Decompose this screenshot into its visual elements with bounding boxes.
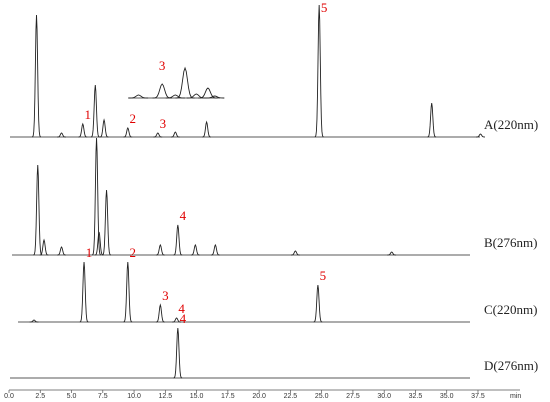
peak [31, 14, 42, 138]
peak [123, 261, 133, 323]
peak-label: 2 [130, 245, 137, 260]
trace-name: D(276nm) [484, 358, 538, 373]
x-tick-label: 5.0 [67, 393, 77, 400]
peak [173, 224, 183, 256]
peak [314, 4, 324, 138]
inset-peak [165, 94, 185, 99]
peak [79, 261, 89, 323]
x-tick-label: 15.0 [190, 393, 204, 400]
peak [99, 118, 109, 138]
inset-peak [175, 66, 195, 99]
peak [190, 243, 200, 256]
peak-label: 1 [85, 107, 92, 122]
x-tick-label: 7.5 [98, 393, 108, 400]
peak [33, 164, 43, 256]
peak [172, 317, 181, 323]
peak [290, 250, 300, 256]
peak [153, 132, 163, 138]
peak-label: 1 [86, 245, 93, 260]
peak [210, 243, 220, 256]
peak [202, 120, 212, 138]
peak-label: 5 [321, 0, 328, 15]
x-tick-label: 32.5 [409, 393, 423, 400]
peak-label: 4 [178, 301, 185, 316]
trace-name: B(276nm) [484, 235, 537, 250]
peak [78, 122, 88, 138]
x-axis-label: min [510, 393, 521, 400]
peak [387, 251, 397, 256]
peak-label: 3 [160, 116, 167, 131]
peak-label: 3 [162, 288, 169, 303]
x-tick-label: 37.5 [471, 393, 485, 400]
peak [155, 243, 165, 256]
trace-name: A(220nm) [484, 117, 538, 132]
peak-label: 2 [130, 111, 137, 126]
peak [170, 131, 180, 138]
inset-peak [128, 94, 149, 99]
peak [476, 133, 485, 138]
x-tick-label: 27.5 [346, 393, 360, 400]
peak [90, 84, 100, 138]
x-tick-label: 0.0 [4, 393, 14, 400]
peak [155, 303, 165, 323]
x-tick-label: 20.0 [252, 393, 266, 400]
x-tick-label: 17.5 [221, 393, 235, 400]
peak [57, 246, 66, 256]
inset-peak [186, 93, 206, 99]
x-tick-label: 12.5 [159, 393, 173, 400]
peak [427, 102, 437, 138]
peak [173, 327, 183, 379]
inset-peak [205, 95, 225, 99]
x-tick-label: 30.0 [377, 393, 391, 400]
peak [94, 231, 104, 256]
trace-name: C(220nm) [484, 302, 537, 317]
x-tick-label: 2.5 [35, 393, 45, 400]
peak [313, 284, 323, 323]
x-tick-label: 35.0 [440, 393, 454, 400]
peak [91, 137, 102, 256]
peak-label: 4 [180, 208, 187, 223]
peak [29, 319, 39, 323]
peak [123, 127, 133, 138]
peak [39, 238, 49, 256]
inset-peak [152, 83, 172, 99]
inset-peak [198, 87, 218, 99]
inset-peak-label: 3 [159, 58, 166, 73]
x-tick-label: 22.5 [284, 393, 298, 400]
peak-label: 4 [180, 311, 187, 326]
peak [102, 189, 112, 256]
x-tick-label: 25.0 [315, 393, 329, 400]
peak-label: 5 [320, 268, 327, 283]
x-tick-label: 10.0 [127, 393, 141, 400]
peak [57, 132, 66, 138]
